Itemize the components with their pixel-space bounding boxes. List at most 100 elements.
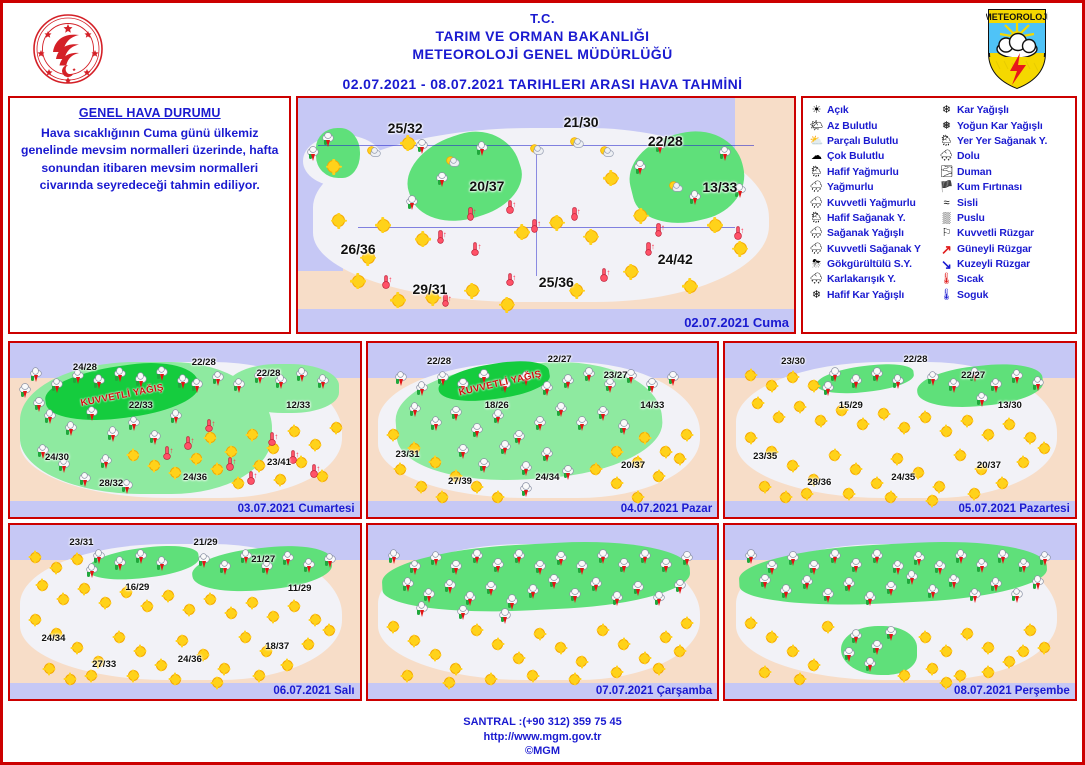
- thunderstorm-icon: [507, 595, 518, 610]
- map-date-label: 08.07.2021 Perşembe: [954, 685, 1070, 697]
- map-panel-pazar[interactable]: KUVVETLİ YAĞIŞ 04.07.2021 Pazar 22/28 22/…: [365, 341, 720, 519]
- top-row: GENEL HAVA DURUMU Hava sıcaklığının Cuma…: [8, 96, 1077, 336]
- map-panel-cuma[interactable]: ↑ ↑ ↑ ↑ ↑ ↑ ↑ ↑ ↑ ↑ ↑ ↑ ↑ 02.07.2021 Cum…: [296, 96, 796, 334]
- sun-icon: [58, 594, 68, 604]
- map-panel-persembe[interactable]: 08.07.2021 Perşembe: [723, 523, 1077, 701]
- legend-label: Güneyli Rüzgar: [957, 243, 1032, 255]
- sun-icon: [466, 285, 478, 297]
- thermometer-hot-icon: ↑: [601, 268, 610, 281]
- temperature-label: 23/31: [69, 537, 94, 549]
- map-date-label: 03.07.2021 Cumartesi: [237, 503, 355, 515]
- thunderstorm-icon: [976, 559, 988, 574]
- map-panel-pazartesi[interactable]: 05.07.2021 Pazartesi 23/30 22/28 22/27 15/2…: [723, 341, 1077, 519]
- thunderstorm-icon: [500, 441, 511, 456]
- cloud-icon: ☁: [811, 150, 822, 163]
- map-date-label: 04.07.2021 Pazar: [620, 503, 713, 515]
- thunderstorm-icon: [149, 431, 161, 445]
- legend-item: ⛈ Gökgürültülü S.Y.: [809, 257, 937, 272]
- map-panel-carsamba[interactable]: 07.07.2021 Çarşamba: [365, 523, 720, 701]
- sun-icon: [296, 457, 306, 467]
- sun-icon: [675, 454, 685, 464]
- sun-icon: [282, 660, 292, 670]
- thunderstorm-icon: [556, 403, 567, 418]
- temperature-label: 27/39: [448, 476, 473, 488]
- thunderstorm-icon: [626, 370, 637, 385]
- sun-icon: [837, 405, 847, 415]
- sun-icon: [774, 412, 784, 422]
- thunderstorm-icon: [451, 560, 462, 575]
- thermometer-hot-icon: ↑: [164, 447, 173, 460]
- sun-icon: [858, 419, 868, 429]
- sun-icon: [654, 664, 664, 674]
- map-panel-cumartesi[interactable]: KUVVETLİ YAĞIŞ 03.07.2021 Cumartesi 24/2…: [8, 341, 362, 519]
- turkey-map-cuma: ↑ ↑ ↑ ↑ ↑ ↑ ↑ ↑ ↑ ↑ ↑ ↑ ↑ 02.07.2021 Cum…: [298, 98, 794, 332]
- thunderstorm-icon: [93, 375, 105, 390]
- legend-item: 🌡 Sıcak: [939, 272, 1071, 287]
- thunderstorm-icon: [303, 559, 315, 574]
- thunderstorm-icon: [934, 560, 946, 575]
- sun-icon: [30, 552, 40, 562]
- thunderstorm-icon: [86, 406, 98, 421]
- map-panel-sali[interactable]: 06.07.2021 Salı 23/31 21/29 21/27 16/29 11/2…: [8, 523, 362, 701]
- sun-icon: [709, 219, 721, 231]
- thunderstorm-icon: [79, 472, 91, 487]
- legend-label: Sıcak: [957, 274, 984, 286]
- sun-icon: [1018, 457, 1028, 467]
- thunderstorm-icon: [619, 420, 630, 435]
- mist-icon: ▒: [942, 211, 951, 224]
- turkey-map-pazartesi: 05.07.2021 Pazartesi 23/30 22/28 22/27 15/2…: [725, 343, 1075, 517]
- thermometer-hot-icon: ↑: [472, 243, 481, 255]
- thunderstorm-icon: [605, 378, 616, 393]
- legend-label: Hafif Kar Yağışlı: [827, 289, 905, 301]
- sun-icon: [430, 457, 440, 467]
- temperature-label: 24/28: [72, 362, 97, 374]
- sun-icon: [1004, 419, 1014, 429]
- map-date-label: 05.07.2021 Pazartesi: [958, 503, 1070, 515]
- shield-logo-text: METEOROLOJİ: [986, 12, 1048, 22]
- thunderstorm-icon: [275, 375, 287, 390]
- thunderstorm-icon: [556, 552, 567, 567]
- sun-icon: [571, 285, 582, 297]
- thunderstorm-icon: [948, 574, 960, 589]
- sun-icon: [872, 478, 882, 488]
- sun-icon: [233, 478, 243, 488]
- thunderstorm-icon: [872, 640, 883, 655]
- legend-label: Az Bulutlu: [827, 120, 878, 132]
- sun-icon: [612, 447, 622, 457]
- thunderstorm-icon: [458, 445, 469, 459]
- sun-icon: [416, 482, 426, 492]
- thunderstorm-icon: [34, 398, 45, 412]
- thermometer-hot-icon: ↑: [311, 464, 320, 477]
- sun-icon: [633, 492, 643, 502]
- sun-partly-cloud-icon: ⛅: [809, 134, 824, 147]
- sun-icon: [788, 461, 798, 471]
- legend-item: 🌧 Kuvvetli Sağanak Y: [809, 242, 937, 257]
- legend-item: ▒ Puslu: [939, 211, 1071, 226]
- thunderstorm-icon: [1032, 576, 1044, 591]
- thunderstorm-icon: [781, 585, 792, 600]
- thunderstorm-icon: [323, 133, 334, 147]
- sun-icon: [795, 674, 805, 684]
- thunderstorm-icon: [823, 588, 834, 603]
- footer-url[interactable]: http://www.mgm.gov.tr: [483, 730, 602, 743]
- title-directorate: METEOROLOJİ GENEL MÜDÜRLÜĞÜ: [412, 45, 673, 62]
- legend-label: Gökgürültülü S.Y.: [827, 259, 912, 271]
- sun-icon: [51, 563, 61, 573]
- sun-icon: [1039, 443, 1049, 453]
- legend-item: ⚐ Kuvvetli Rüzgar: [939, 226, 1071, 241]
- legend-label: Kuzeyli Rüzgar: [957, 259, 1031, 271]
- sleet-icon: 🌨: [809, 273, 824, 286]
- temperature-label: 23/31: [395, 449, 420, 461]
- thunderstorm-icon: [1018, 559, 1030, 574]
- sun-cloud-icon: [531, 144, 544, 155]
- thunderstorm-icon: [865, 658, 876, 673]
- strong-wind-icon: ⚐: [941, 227, 952, 240]
- thunderstorm-icon: [809, 560, 820, 575]
- sun-icon: [635, 210, 647, 222]
- thunderstorm-icon: [296, 368, 308, 383]
- sun-icon: [570, 674, 580, 684]
- thermometer-hot-icon: ↑: [531, 219, 541, 232]
- sun-icon: [472, 482, 482, 492]
- meteoroloji-logo-wrap: METEOROLOJİ: [952, 3, 1082, 95]
- thunderstorm-icon: [969, 588, 981, 603]
